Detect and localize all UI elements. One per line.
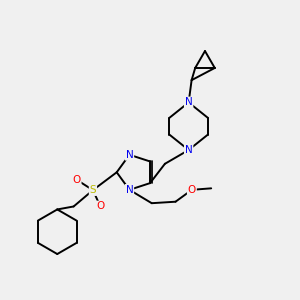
Text: N: N [126, 150, 133, 160]
Text: O: O [96, 202, 104, 212]
Text: S: S [90, 185, 96, 195]
Text: N: N [185, 145, 193, 155]
Text: N: N [185, 98, 193, 107]
Text: O: O [73, 175, 81, 185]
Text: N: N [126, 185, 133, 195]
Text: O: O [188, 185, 196, 195]
